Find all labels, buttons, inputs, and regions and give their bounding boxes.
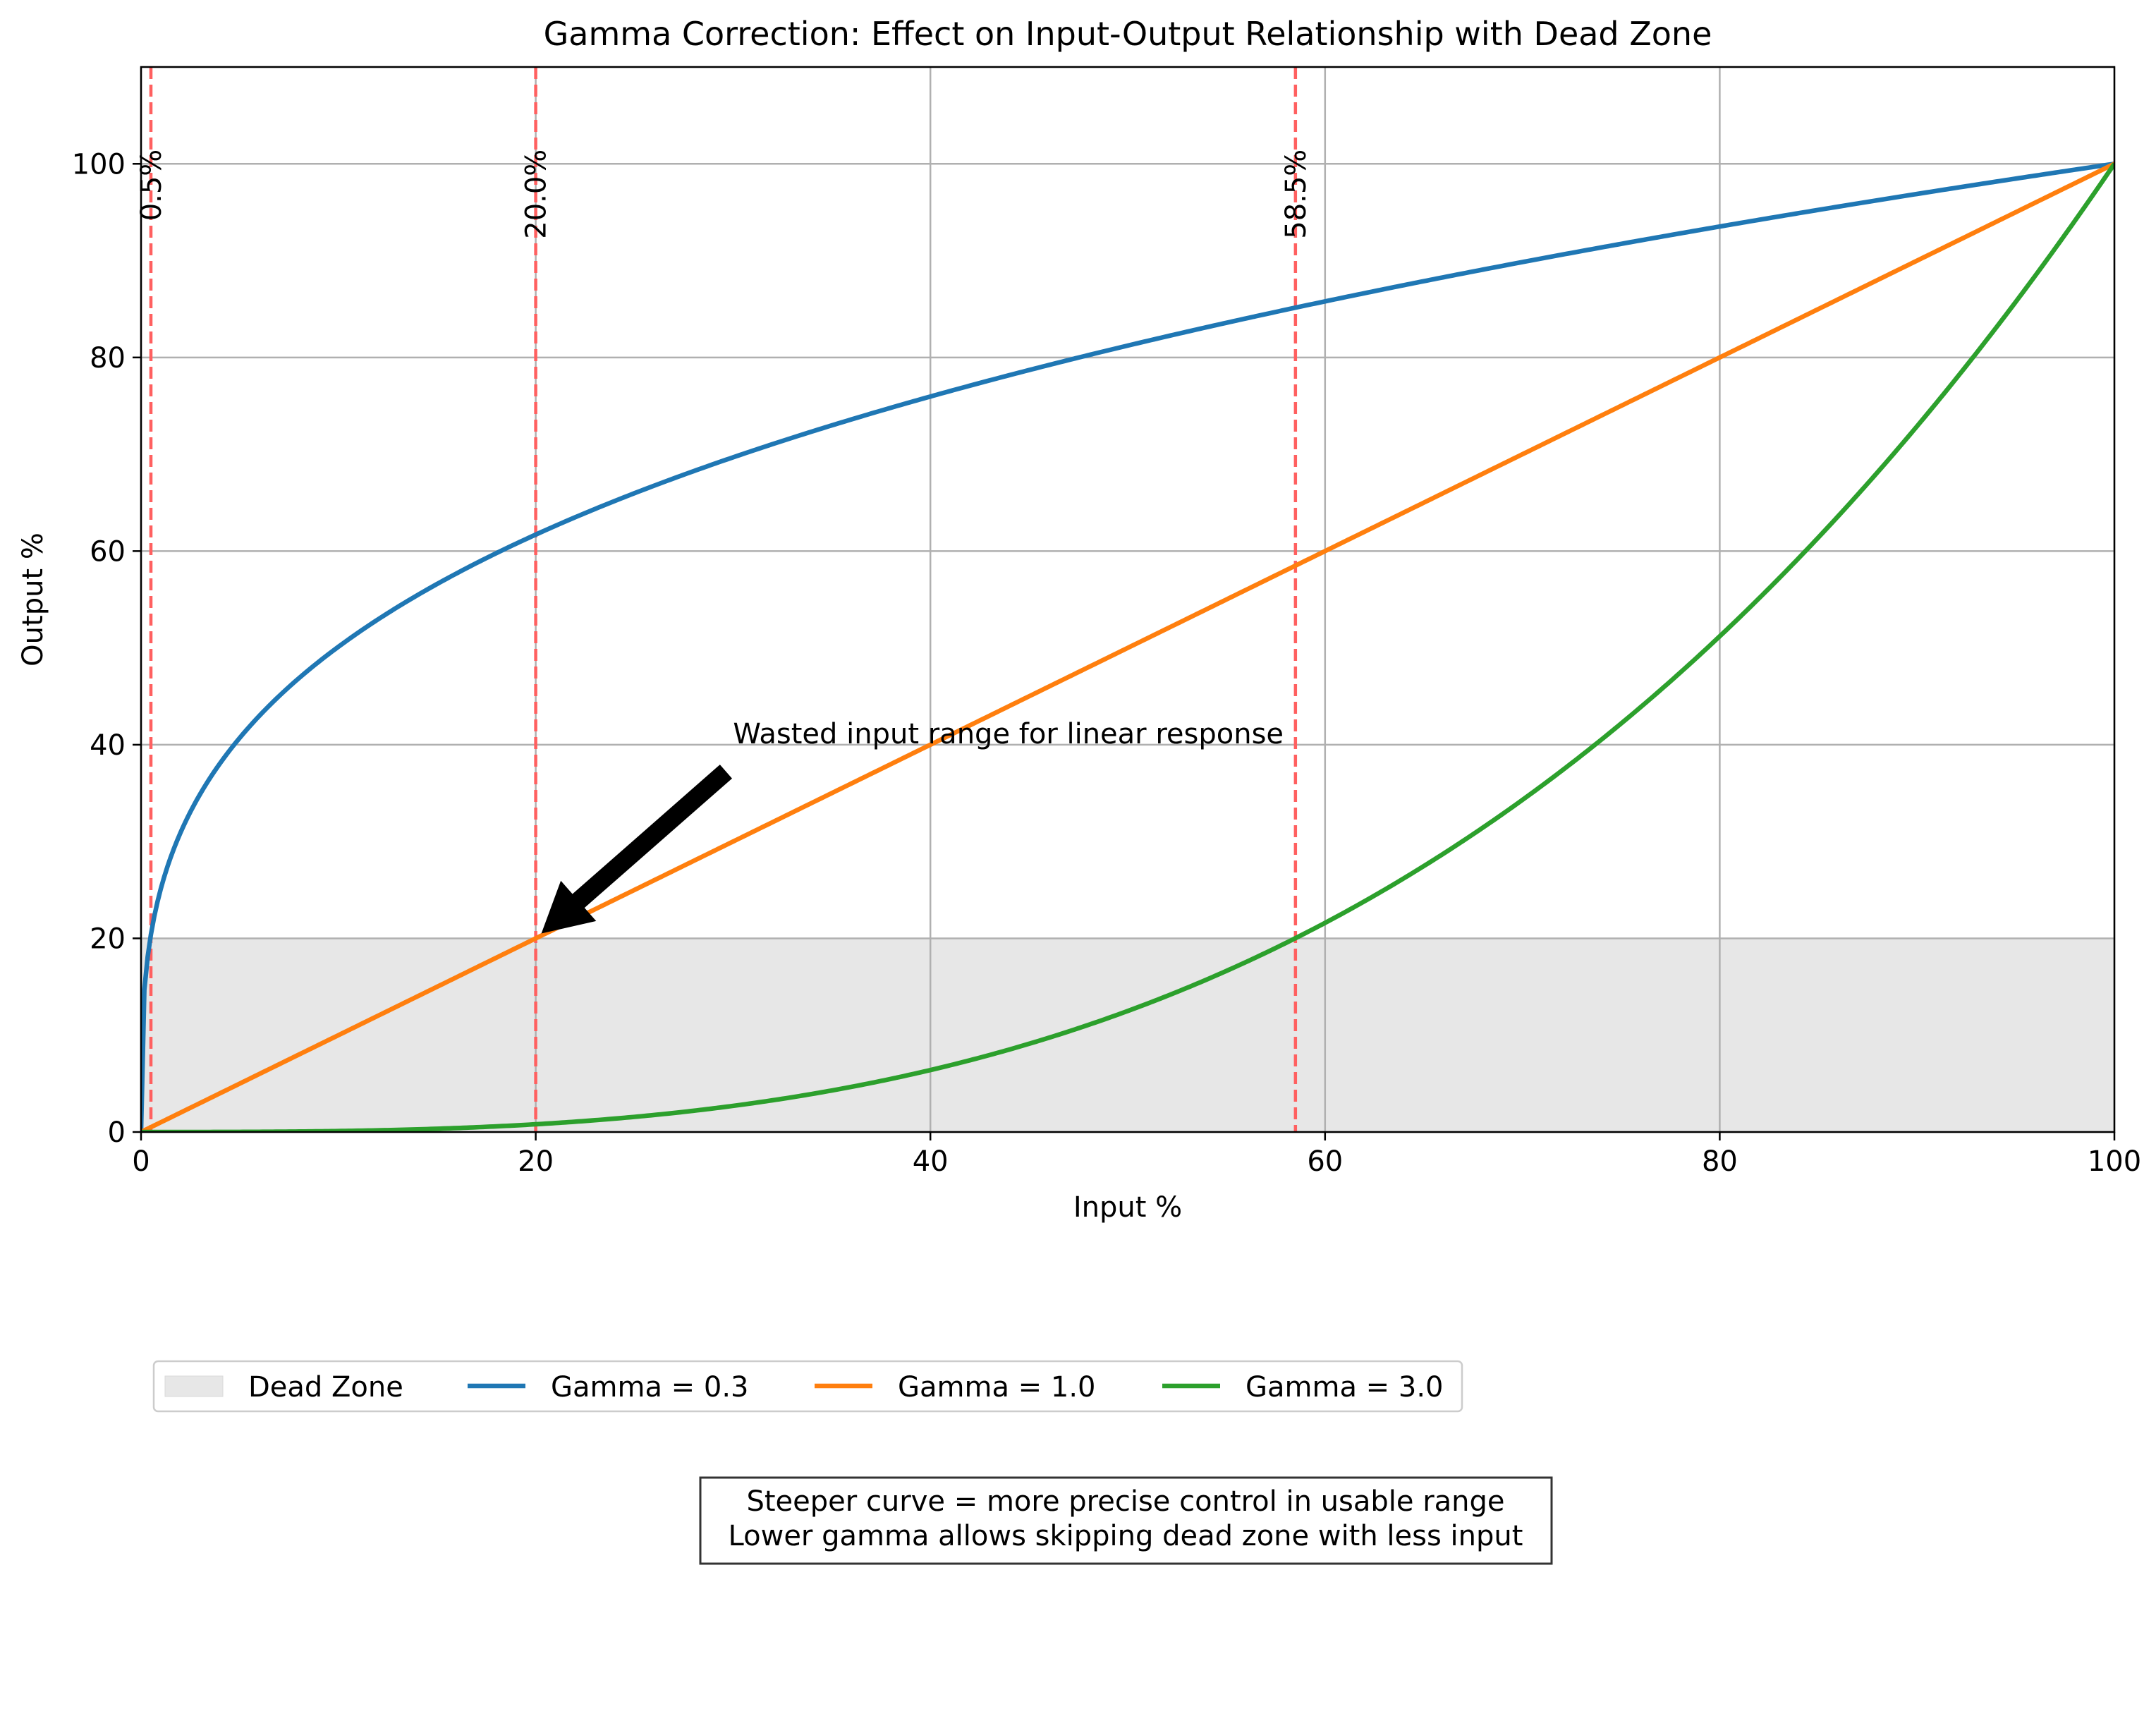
x-tick-label: 100 bbox=[2088, 1145, 2141, 1178]
crossing-label: 20.0% bbox=[520, 150, 553, 239]
legend-label-series: Gamma = 1.0 bbox=[898, 1371, 1096, 1404]
note-line: Lower gamma allows skipping dead zone wi… bbox=[729, 1520, 1523, 1552]
x-tick-label: 20 bbox=[518, 1145, 554, 1178]
legend-swatch-dead-zone bbox=[164, 1375, 224, 1397]
x-axis-label: Input % bbox=[1073, 1191, 1182, 1224]
y-tick-label: 0 bbox=[108, 1116, 126, 1149]
x-tick-label: 40 bbox=[913, 1145, 949, 1178]
y-tick-label: 100 bbox=[72, 148, 126, 181]
series-line bbox=[141, 162, 2114, 1132]
y-tick-label: 20 bbox=[90, 923, 126, 955]
annotation-arrow bbox=[541, 765, 732, 934]
y-tick-label: 40 bbox=[90, 729, 126, 762]
legend-box bbox=[152, 1360, 1463, 1413]
series-line bbox=[141, 162, 2114, 1132]
note-line: Steeper curve = more precise control in … bbox=[746, 1485, 1504, 1518]
chart-title: Gamma Correction: Effect on Input-Output… bbox=[544, 15, 1712, 53]
x-tick-label: 80 bbox=[1702, 1145, 1738, 1178]
legend-label-series: Gamma = 3.0 bbox=[1246, 1371, 1444, 1404]
x-tick-label: 0 bbox=[132, 1145, 150, 1178]
annotation-text: Wasted input range for linear response bbox=[733, 718, 1284, 750]
note-box bbox=[699, 1476, 1553, 1565]
crossing-label: 58.5% bbox=[1280, 150, 1313, 239]
dead-zone-band bbox=[141, 938, 2114, 1132]
plot-frame bbox=[140, 66, 2116, 1133]
y-tick-label: 60 bbox=[90, 535, 126, 568]
x-tick-label: 60 bbox=[1307, 1145, 1343, 1178]
legend-label-series: Gamma = 0.3 bbox=[551, 1371, 749, 1404]
legend-label-dead-zone: Dead Zone bbox=[248, 1371, 403, 1404]
series-line bbox=[141, 162, 2114, 1132]
y-axis-label: Output % bbox=[17, 533, 49, 667]
y-tick-label: 80 bbox=[90, 342, 126, 375]
